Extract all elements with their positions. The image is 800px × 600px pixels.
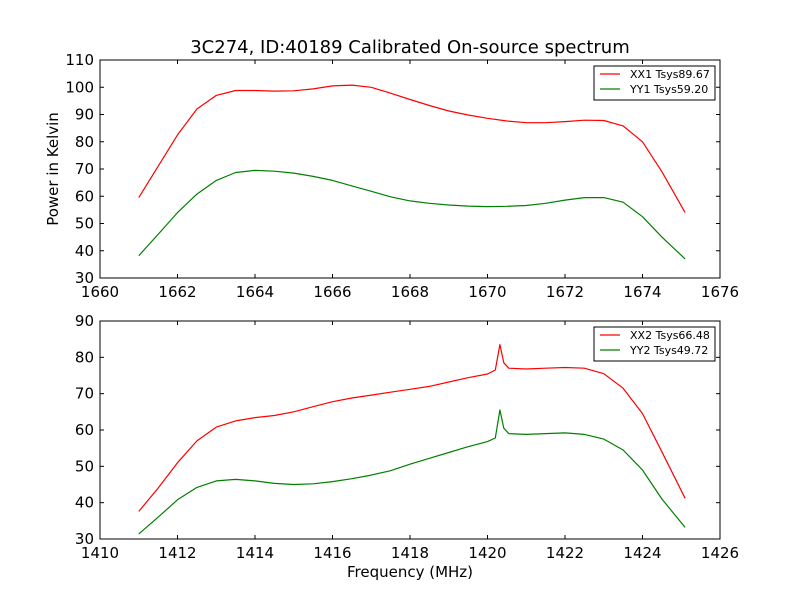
x-tick-label: 1416: [313, 544, 351, 562]
y-tick-label: 100: [65, 78, 94, 96]
y-tick-label: 60: [75, 421, 94, 439]
legend: XX2 Tsys66.48 YY2 Tsys49.72: [593, 326, 716, 362]
legend-label-1: XX2 Tsys66.48: [630, 329, 710, 342]
x-tick-label: 1672: [546, 283, 584, 301]
series-line-2: [138, 169, 686, 260]
x-axis-label: Frequency (MHz): [347, 563, 473, 581]
x-tick-label: 1422: [546, 544, 584, 562]
y-tick-label: 70: [75, 385, 94, 403]
y-tick-label: 50: [75, 215, 94, 233]
y-tick-label: 30: [75, 269, 94, 287]
legend-box: [593, 65, 716, 101]
top-plot: 1660 1662 1664 1666 1668 1670 1672 1674 1676 30 40…: [65, 51, 739, 301]
series-line-1: [138, 344, 686, 512]
x-tick-label: 1660: [81, 283, 119, 301]
y-axis-label: Power in Kelvin: [44, 112, 62, 226]
x-tick-label: 1412: [158, 544, 196, 562]
y-tick-label: 40: [75, 242, 94, 260]
y-tick-label: 40: [75, 494, 94, 512]
legend-label-2: YY1 Tsys59.20: [629, 83, 708, 96]
y-tick-label: 80: [75, 133, 94, 151]
x-tick-label: 1676: [701, 283, 739, 301]
legend: XX1 Tsys89.67 YY1 Tsys59.20: [593, 65, 716, 101]
bottom-plot: 1410 1412 1414 1416 1418 1420 1422 1424 1426 30 40…: [75, 312, 739, 562]
x-tick-label: 1426: [701, 544, 739, 562]
x-tick-label: 1674: [623, 283, 661, 301]
x-tick-label: 1420: [468, 544, 506, 562]
x-tick-label: 1670: [468, 283, 506, 301]
y-tick-label: 30: [75, 530, 94, 548]
series-line-2: [138, 409, 686, 535]
y-tick-label: 70: [75, 160, 94, 178]
legend-box: [593, 326, 716, 362]
x-tick-label: 1424: [623, 544, 661, 562]
y-tick-label: 80: [75, 348, 94, 366]
y-tick-label: 90: [75, 106, 94, 124]
x-tick-label: 1664: [236, 283, 274, 301]
x-tick-label: 1410: [81, 544, 119, 562]
y-tick-label: 50: [75, 457, 94, 475]
series-line-1: [138, 84, 686, 213]
legend-label-1: XX1 Tsys89.67: [630, 68, 710, 81]
x-tick-label: 1668: [391, 283, 429, 301]
x-tick-label: 1418: [391, 544, 429, 562]
y-tick-label: 110: [65, 51, 94, 69]
y-tick-label: 90: [75, 312, 94, 330]
y-tick-label: 60: [75, 187, 94, 205]
x-tick-label: 1414: [236, 544, 274, 562]
x-tick-label: 1662: [158, 283, 196, 301]
chart-title: 3C274, ID:40189 Calibrated On-source spe…: [190, 37, 630, 58]
legend-label-2: YY2 Tsys49.72: [629, 344, 708, 357]
x-tick-label: 1666: [313, 283, 351, 301]
